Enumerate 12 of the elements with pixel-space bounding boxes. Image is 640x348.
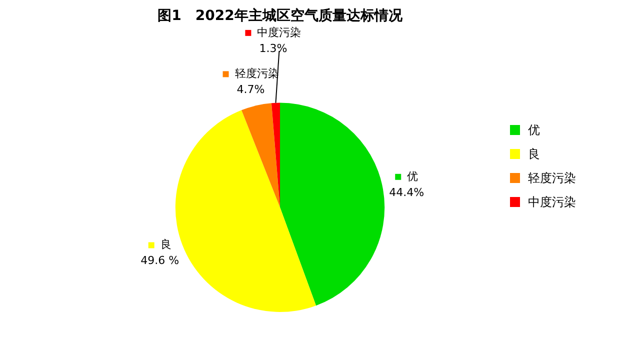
category-label: 轻度污染: [528, 170, 576, 184]
legend-label: 良: [160, 238, 172, 252]
data-label: 1.3%: [259, 42, 288, 55]
category-label: 良: [528, 146, 540, 160]
data-label: 49.6 %: [140, 254, 180, 268]
chart-title: 图1 2022年主城区空气质量达标情况: [158, 7, 404, 24]
legend-label: 优: [407, 170, 418, 183]
data-label: 44.4%: [389, 186, 424, 199]
data-label: 4.7%: [236, 83, 265, 96]
legend-label: 中度污染: [257, 26, 302, 39]
category-label: 中度污染: [528, 194, 576, 208]
category-label: 优: [528, 122, 540, 136]
